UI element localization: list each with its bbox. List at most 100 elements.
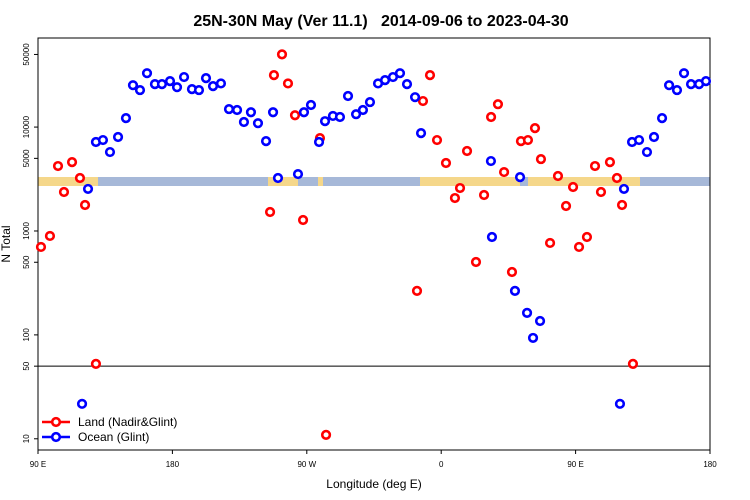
data-point (134, 84, 146, 96)
x-tick-label: 90 E (567, 460, 583, 469)
data-point (485, 111, 497, 123)
coverage-band (38, 177, 710, 186)
data-point (357, 104, 369, 116)
data-point (267, 107, 279, 118)
data-point (82, 183, 94, 195)
data-point (164, 76, 176, 87)
data-point (492, 99, 504, 110)
data-point (104, 146, 116, 158)
data-point (604, 157, 616, 168)
data-point (521, 307, 533, 318)
data-point (297, 214, 309, 226)
y-tick-label: 10000 (22, 115, 31, 138)
data-point (282, 78, 294, 89)
data-point (66, 157, 78, 168)
x-tick-label: 180 (703, 460, 717, 469)
data-point (120, 113, 132, 124)
data-point (401, 79, 413, 90)
data-point (90, 358, 102, 369)
data-point (207, 80, 219, 92)
data-point (595, 186, 607, 198)
data-point (171, 82, 183, 93)
legend-marker (50, 431, 62, 443)
data-point (127, 80, 139, 91)
y-tick-label: 100 (22, 328, 31, 342)
data-point (424, 70, 436, 81)
chart-title: 25N-30N May (Ver 11.1) 2014-09-06 to 202… (193, 13, 568, 30)
data-point (470, 256, 482, 268)
legend-label: Land (Nadir&Glint) (78, 415, 177, 429)
data-point (461, 145, 473, 157)
data-point (685, 79, 697, 90)
data-point (671, 84, 683, 96)
y-axis-label: N Total (0, 225, 13, 262)
data-point (79, 199, 91, 211)
data-point (535, 153, 547, 165)
data-point (522, 134, 534, 146)
data-point (440, 157, 452, 169)
data-point (627, 358, 639, 369)
data-point (268, 70, 280, 81)
data-point (252, 118, 264, 129)
data-point (506, 266, 518, 278)
data-point (178, 71, 190, 83)
data-point (614, 398, 626, 409)
data-point (431, 134, 443, 146)
data-point (215, 78, 227, 89)
data-point (276, 49, 288, 60)
x-tick-label: 180 (166, 460, 180, 469)
y-tick-label: 500 (22, 255, 31, 269)
data-point (581, 231, 593, 243)
data-point (272, 172, 284, 184)
data-point (560, 200, 572, 212)
data-point (616, 199, 628, 211)
data-point (379, 75, 391, 86)
data-point (298, 107, 310, 118)
data-point (633, 134, 645, 146)
y-tick-label: 1000 (22, 222, 31, 240)
data-point (74, 172, 86, 184)
data-point (193, 84, 205, 96)
data-point (529, 123, 541, 134)
legend-marker (50, 416, 62, 428)
data-point (454, 182, 466, 194)
data-point (700, 76, 712, 87)
data-point (656, 113, 668, 124)
data-point (567, 181, 579, 193)
data-point (156, 79, 168, 90)
data-point (589, 160, 601, 172)
data-point (313, 136, 325, 148)
data-point (292, 168, 304, 180)
data-point (486, 231, 498, 243)
data-point (334, 111, 346, 123)
data-point (58, 186, 70, 198)
data-point (409, 92, 421, 103)
data-point (648, 131, 660, 143)
x-tick-label: 90 W (297, 460, 316, 469)
data-point (552, 170, 564, 182)
data-point (223, 103, 235, 115)
y-tick-label: 10 (22, 434, 31, 443)
data-point (527, 332, 539, 344)
data-point (509, 285, 521, 297)
data-point (319, 116, 331, 127)
data-point (305, 99, 317, 111)
legend-label: Ocean (Glint) (78, 430, 149, 444)
data-point (141, 68, 153, 79)
x-tick-label: 0 (439, 460, 444, 469)
data-point (544, 237, 556, 249)
y-tick-label: 5000 (22, 149, 31, 167)
x-axis-label: Longitude (deg E) (326, 477, 421, 491)
data-point (641, 146, 653, 158)
data-point (260, 135, 272, 147)
data-point (238, 116, 250, 128)
data-point (573, 241, 585, 253)
data-point (618, 183, 630, 195)
data-point (411, 285, 423, 297)
data-point (678, 68, 690, 79)
data-point (245, 107, 257, 118)
data-point (320, 429, 332, 440)
data-point (534, 315, 546, 327)
